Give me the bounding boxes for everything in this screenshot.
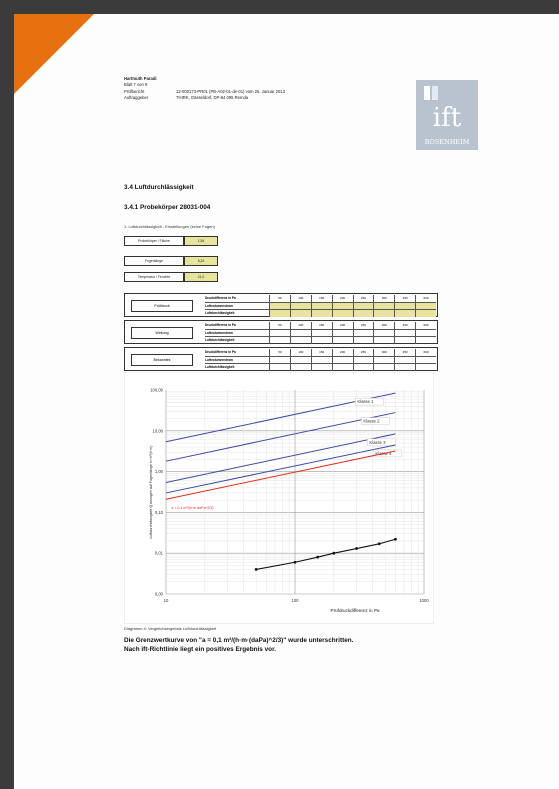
param-row: Fugenlänge 5,24 (124, 256, 218, 266)
data-point (316, 555, 320, 559)
series-line (165, 433, 396, 484)
measurement-table: Prüfdruck Druckdifferenz in Pa 50 100 150 20… (124, 293, 438, 317)
series-line (165, 412, 396, 462)
series-label: Klasse 1 (357, 399, 374, 404)
page-number: Blatt 7 von 9 (124, 82, 148, 88)
table-label: Wirkung (131, 327, 193, 339)
measurement-table: Wirkung Druckdifferenz in Pa 50 100 150 200 2… (124, 320, 438, 344)
series-label-box (355, 397, 384, 406)
table-label: Prüfdruck (131, 300, 193, 312)
table-row-label: Luftvolumenstrom (205, 357, 233, 362)
series-label-box (373, 449, 402, 458)
data-point (332, 551, 336, 555)
table-row-label: Luftdurchlässigkeit (205, 338, 235, 342)
table-grid: Druckdifferenz in Pa 50 100 150 200 250 300 450… (205, 295, 436, 317)
header-value: THIRK, Gässeldorf, DP-84 095 Remda (176, 95, 249, 101)
logo-block (424, 86, 430, 100)
table-label: Bekanntes (131, 354, 193, 366)
logo-letters: ift (433, 103, 462, 133)
y-tick-label: 10,00 (153, 428, 164, 433)
x-tick-label: 100 (292, 598, 300, 603)
logo-block (432, 86, 438, 100)
series-line (165, 444, 396, 494)
y-tick-label: 100,00 (150, 388, 163, 393)
series-line (165, 450, 396, 500)
data-point (355, 547, 358, 550)
x-tick-label: 1000 (419, 598, 429, 603)
table-header: Druckdifferenz in Pa (205, 350, 236, 354)
table-row-label: Luftdurchlässigkeit (205, 365, 235, 369)
series-label: Klasse 2 (363, 419, 380, 424)
y-axis-label: Luftdurchlässigkeit Q bezogen auf Fugenl… (149, 446, 153, 539)
table-grid: Druckdifferenz in Pa 50 100 150 200 250 300 450… (205, 322, 436, 344)
header-value: 12-000173-PR01 (PB-A02-01-de-01) vom 25.… (176, 88, 285, 94)
page-header: Hartmuth Paradi Blatt 7 von 9 Prüfberich… (124, 76, 285, 102)
series-label-box (361, 417, 390, 425)
x-axis-label: Prüfdruckdifferenz in Pa (331, 608, 380, 613)
data-point (377, 542, 381, 546)
logo-city: ROSENHEIM (425, 138, 470, 146)
section-title: 3.4 Luftdurchlässigkeit (124, 184, 194, 191)
param-label: Probekörper / Fläche (124, 236, 184, 246)
measurement-table: Bekanntes Druckdifferenz in Pa 50 100 150 20… (124, 347, 438, 371)
header-row: Prüfbericht 12-000173-PR01 (PB-A02-01-de… (124, 89, 285, 95)
result-line: Nach ift-Richtlinie liegt ein positives … (124, 646, 276, 653)
data-point (254, 568, 258, 571)
param-value: 1,54 (184, 236, 218, 246)
data-point (293, 560, 297, 564)
table-header: Druckdifferenz in Pa (205, 296, 236, 300)
param-label: Fugenlänge (124, 256, 184, 266)
result-line: Die Grenzwertkurve von "a = 0,1 m³/(h·m·… (124, 637, 354, 644)
section-subtitle: 3.4.1 Probekörper 28031-004 (124, 204, 211, 211)
table-row-label: Luftvolumenstrom (205, 303, 233, 308)
document-page: Hartmuth Paradi Blatt 7 von 9 Prüfberich… (14, 14, 559, 789)
table-header: Druckdifferenz in Pa (205, 323, 236, 327)
table-row-label: Luftvolumenstrom (205, 330, 233, 335)
header-key: Auftraggeber (124, 95, 149, 101)
param-value: 21,0 (184, 272, 218, 282)
section-caption: 1. Luftdurchlässigkeit - Einstellungen (… (124, 224, 215, 229)
limit-label: a = 0,1 m³/(h·m·daPa^2/3) (171, 506, 213, 510)
y-tick-label: 0,00 (155, 592, 164, 597)
chart-background (124, 372, 434, 624)
company-name: Hartmuth Paradi (124, 76, 157, 81)
table-grid: Druckdifferenz in Pa 50 100 150 200 250 300 450… (205, 349, 436, 371)
ift-logo: ift ROSENHEIM (416, 80, 478, 150)
param-row: Temperatur / Feuchte 21,0 (124, 272, 218, 282)
result-text: Die Grenzwertkurve von "a = 0,1 m³/(h·m·… (124, 636, 444, 654)
data-point (393, 537, 397, 541)
header-row: Auftraggeber THIRK, Gässeldorf, DP-84 09… (124, 95, 285, 101)
header-key: Prüfbericht (124, 88, 145, 94)
y-tick-label: 0,10 (155, 510, 164, 515)
y-tick-label: 1,00 (155, 469, 164, 474)
diagram-caption: Diagramm 4: Vergleichsergebnis Luftdurch… (124, 626, 217, 631)
x-tick-label: 10 (164, 598, 169, 603)
param-label: Temperatur / Feuchte (124, 272, 184, 282)
param-value: 5,24 (184, 256, 218, 266)
series-label: Klasse 3 (369, 440, 386, 445)
series-label-box (367, 438, 396, 447)
param-row: Probekörper / Fläche 1,54 (124, 236, 218, 246)
corner-flag-icon (14, 14, 94, 94)
y-tick-label: 0,01 (155, 551, 164, 556)
table-row-label: Luftdurchlässigkeit (205, 311, 235, 315)
